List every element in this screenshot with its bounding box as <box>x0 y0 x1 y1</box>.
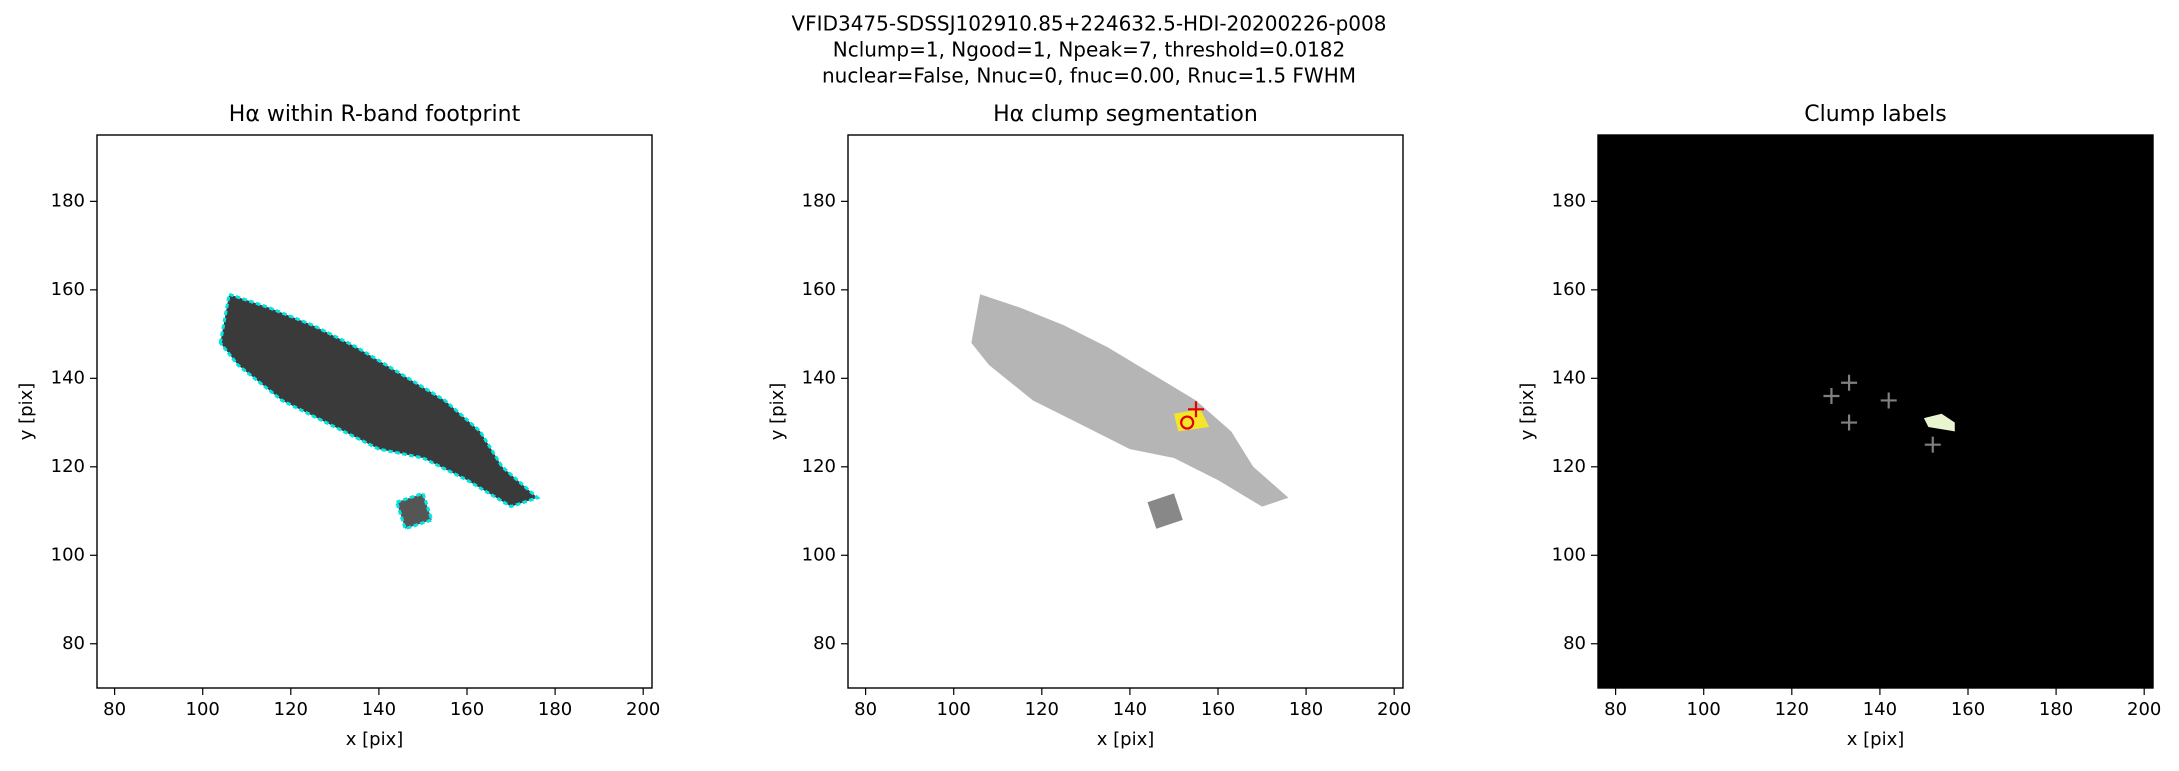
x-tick-label: 80 <box>854 699 877 720</box>
x-tick-label: 80 <box>103 699 126 720</box>
axes-background <box>1598 135 2153 688</box>
y-tick-label: 180 <box>51 190 85 211</box>
x-tick-label: 100 <box>186 699 220 720</box>
y-axis-label: y [pix] <box>767 383 788 441</box>
marker <box>1841 374 1858 391</box>
axes-title: Hα within R-band footprint <box>229 102 521 127</box>
y-axis-label: y [pix] <box>16 383 37 441</box>
y-tick-label: 100 <box>802 544 836 565</box>
x-tick-label: 160 <box>450 699 484 720</box>
y-tick-label: 120 <box>51 456 85 477</box>
x-tick-label: 200 <box>626 699 660 720</box>
axes-frame <box>847 134 1404 689</box>
suptitle-line: VFID3475-SDSSJ102910.85+224632.5-HDI-202… <box>792 12 1387 36</box>
x-tick-label: 160 <box>1951 699 1985 720</box>
image <box>218 292 541 531</box>
marker <box>1924 436 1941 453</box>
y-tick-label: 140 <box>51 367 85 388</box>
x-tick-label: 180 <box>1289 699 1323 720</box>
x-tick-label: 120 <box>274 699 308 720</box>
x-tick-label: 180 <box>538 699 572 720</box>
marker <box>1880 392 1897 409</box>
axes-title: Clump labels <box>1804 102 1946 127</box>
y-tick-label: 140 <box>802 367 836 388</box>
x-tick-label: 140 <box>1863 699 1897 720</box>
x-tick-label: 160 <box>1201 699 1235 720</box>
y-tick-label: 160 <box>1552 279 1586 300</box>
x-tick-label: 200 <box>2127 699 2161 720</box>
x-tick-label: 80 <box>1604 699 1627 720</box>
axes-title: Hα clump segmentation <box>993 102 1258 127</box>
y-tick-label: 180 <box>1552 190 1586 211</box>
x-axis-label: x [pix] <box>1097 729 1155 750</box>
y-tick-label: 80 <box>1563 633 1586 654</box>
y-tick-label: 160 <box>802 279 836 300</box>
image <box>1923 413 1955 432</box>
suptitle-line: nuclear=False, Nnuc=0, fnuc=0.00, Rnuc=1… <box>822 64 1356 88</box>
x-tick-label: 140 <box>1113 699 1147 720</box>
y-tick-label: 180 <box>802 190 836 211</box>
x-tick-label: 200 <box>1377 699 1411 720</box>
y-tick-label: 100 <box>1552 544 1586 565</box>
y-tick-label: 120 <box>802 456 836 477</box>
marker <box>1180 415 1195 430</box>
x-tick-label: 140 <box>362 699 396 720</box>
marker <box>1187 401 1204 418</box>
marker <box>1823 388 1840 405</box>
y-tick-label: 100 <box>51 544 85 565</box>
marker <box>1841 414 1858 431</box>
y-tick-label: 80 <box>813 633 836 654</box>
axes-frame <box>96 134 653 689</box>
x-axis-label: x [pix] <box>1847 729 1905 750</box>
x-tick-label: 100 <box>937 699 971 720</box>
x-tick-label: 120 <box>1025 699 1059 720</box>
axes-frame <box>1597 134 2154 689</box>
x-tick-label: 180 <box>2039 699 2073 720</box>
y-tick-label: 140 <box>1552 367 1586 388</box>
x-tick-label: 100 <box>1687 699 1721 720</box>
y-tick-label: 80 <box>62 633 85 654</box>
x-axis-label: x [pix] <box>346 729 404 750</box>
suptitle-line: Nclump=1, Ngood=1, Npeak=7, threshold=0.… <box>833 38 1346 62</box>
y-axis-label: y [pix] <box>1517 383 1538 441</box>
y-tick-label: 160 <box>51 279 85 300</box>
y-tick-label: 120 <box>1552 456 1586 477</box>
x-tick-label: 120 <box>1775 699 1809 720</box>
